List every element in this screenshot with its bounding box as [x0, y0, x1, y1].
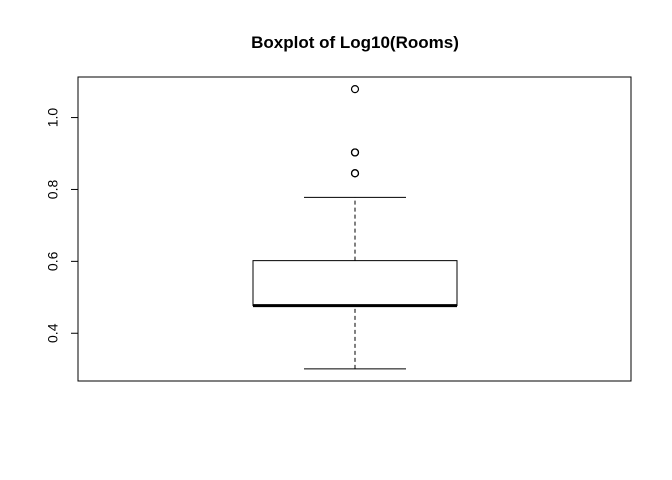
- outlier-group: [350, 85, 360, 178]
- y-axis: 0.4 0.6 0.8 1.0: [45, 108, 79, 343]
- outlier-point: [350, 169, 360, 178]
- iqr-box: [252, 260, 458, 307]
- chart-title: Boxplot of Log10(Rooms): [251, 33, 459, 52]
- y-tick-label: 0.6: [45, 251, 61, 271]
- outlier-point: [350, 148, 360, 157]
- y-tick-label: 1.0: [45, 108, 61, 128]
- box-group: [252, 196, 458, 370]
- y-tick-label: 0.4: [45, 323, 61, 343]
- y-tick-label: 0.8: [45, 180, 61, 200]
- outlier-point: [350, 85, 360, 94]
